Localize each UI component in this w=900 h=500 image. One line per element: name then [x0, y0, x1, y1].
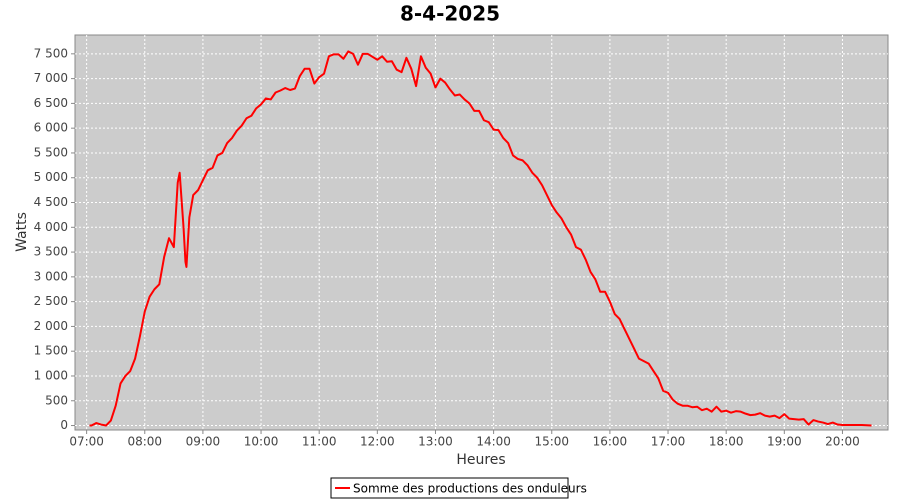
y-tick-label: 6 000 [34, 121, 68, 135]
x-tick-label: 08:00 [127, 435, 162, 449]
y-tick-label: 7 500 [34, 46, 68, 60]
y-tick-label: 4 500 [34, 195, 68, 209]
y-tick-label: 0 [60, 418, 68, 432]
y-tick-label: 5 500 [34, 145, 68, 159]
x-tick-label: 10:00 [244, 435, 279, 449]
data-line [89, 50, 872, 427]
x-tick-label: 16:00 [593, 435, 628, 449]
y-tick-label: 4 000 [34, 220, 68, 234]
x-tick-label: 17:00 [651, 435, 686, 449]
x-axis-label: Heures [456, 452, 505, 468]
x-tick-label: 07:00 [69, 435, 104, 449]
y-tick-label: 2 500 [34, 294, 68, 308]
legend-text: Somme des productions des onduleurs [353, 482, 587, 496]
x-tick-label: 11:00 [302, 435, 337, 449]
x-tick-label: 19:00 [767, 435, 802, 449]
x-tick-label: 18:00 [709, 435, 744, 449]
x-tick-label: 13:00 [418, 435, 453, 449]
y-tick-label: 5 000 [34, 170, 68, 184]
y-tick-label: 2 000 [34, 319, 68, 333]
x-tick-label: 09:00 [186, 435, 221, 449]
y-tick-label: 6 500 [34, 96, 68, 110]
x-tick-label: 20:00 [825, 435, 860, 449]
y-tick-label: 3 000 [34, 269, 68, 283]
x-tick-label: 12:00 [360, 435, 395, 449]
x-tick-label: 14:00 [476, 435, 511, 449]
y-tick-label: 500 [45, 393, 68, 407]
plot-area [74, 34, 889, 431]
y-tick-label: 1 500 [34, 344, 68, 358]
y-tick-label: 1 000 [34, 368, 68, 382]
y-tick-label: 7 000 [34, 71, 68, 85]
y-tick-label: 3 500 [34, 245, 68, 259]
legend-box [330, 477, 569, 499]
x-tick-label: 15:00 [534, 435, 569, 449]
chart-title: 8-4-2025 [400, 2, 500, 26]
y-axis-label: Watts [14, 212, 30, 252]
